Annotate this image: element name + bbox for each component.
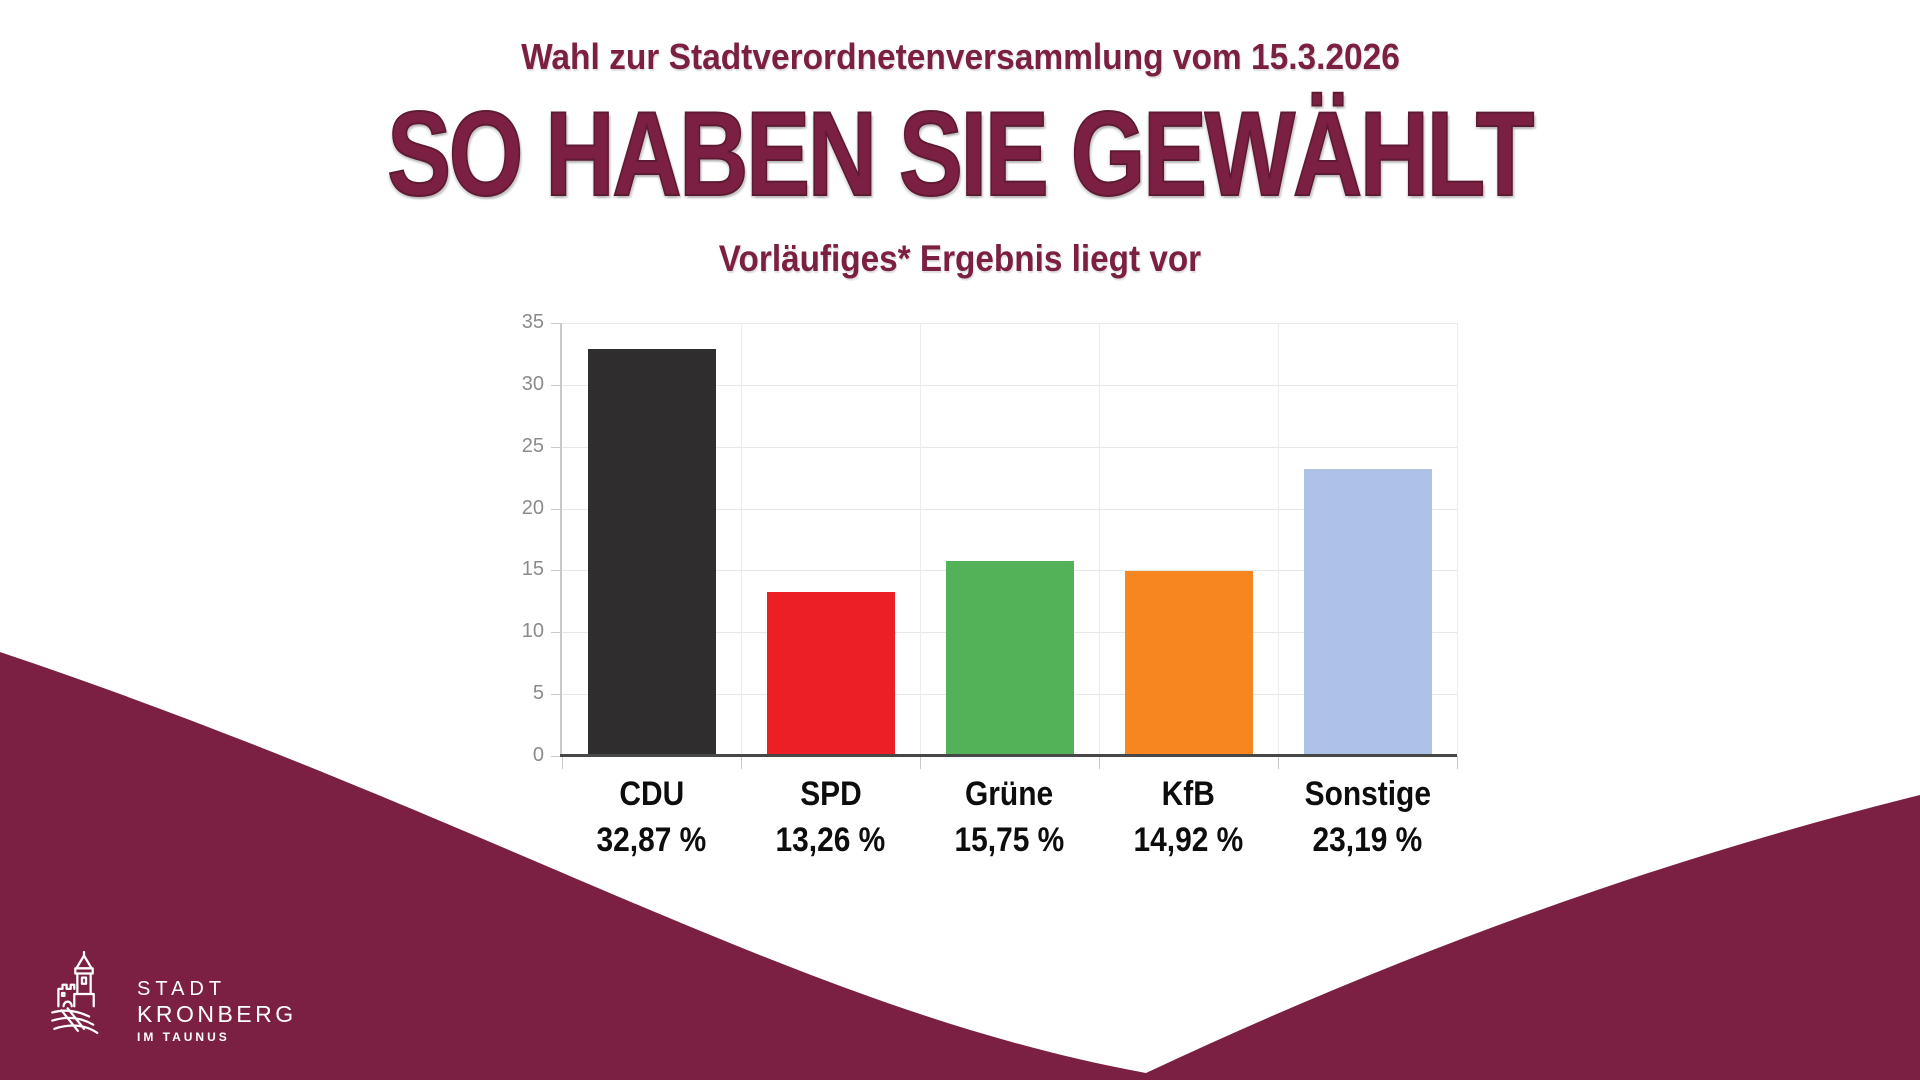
bar-CDU — [587, 349, 716, 756]
x-tick-3 — [1099, 756, 1100, 769]
gridline-x-4 — [1278, 323, 1279, 756]
kronberg-castle-icon — [51, 950, 99, 1035]
y-tick-label-15: 15 — [521, 558, 544, 581]
y-tick-label-5: 5 — [532, 682, 544, 705]
page-title: SO HABEN SIE GEWÄHLT — [0, 87, 1920, 221]
gridline-y-20 — [562, 508, 1457, 510]
value-label-KfB: 14,92 % — [1133, 821, 1244, 859]
bar-Sonstige — [1303, 469, 1432, 756]
gridline-x-3 — [1099, 323, 1100, 756]
gridline-y-25 — [562, 446, 1457, 448]
logo-line-stadt: STADT — [137, 978, 227, 1000]
bar-SPD — [766, 591, 895, 756]
y-tick-20 — [551, 508, 560, 510]
y-tick-0 — [551, 756, 560, 757]
y-tick-label-35: 35 — [521, 311, 544, 334]
y-tick-15 — [551, 570, 560, 572]
bar-KfB — [1124, 571, 1253, 756]
gridline-y-30 — [562, 384, 1457, 386]
category-label-SPD: SPD — [799, 775, 862, 813]
category-label-Sonstige: Sonstige — [1304, 775, 1431, 813]
x-tick-0 — [562, 756, 563, 769]
gridline-x-5 — [1457, 323, 1458, 756]
value-label-Sonstige: 23,19 % — [1312, 821, 1423, 859]
y-tick-5 — [551, 694, 560, 696]
stadt-kronberg-logo: STADT KRONBERG IM TAUNUS — [45, 950, 297, 1044]
subtitle-text: Vorläufiges* Ergebnis liegt vor — [718, 238, 1202, 279]
x-tick-4 — [1278, 756, 1279, 769]
gridline-x-1 — [741, 323, 742, 756]
category-label-CDU: CDU — [619, 775, 684, 813]
y-tick-10 — [551, 632, 560, 634]
category-label-KfB: KfB — [1161, 775, 1216, 813]
logo-line-im-taunus: IM TAUNUS — [137, 1030, 230, 1045]
x-tick-5 — [1457, 756, 1458, 769]
category-label-Grüne: Grüne — [965, 775, 1054, 813]
bar-chart: 0 5 10 15 20 25 30 35 CDU 32,87 % SPD 13,26 % Grüne 1… — [522, 311, 1458, 859]
page-title-text: SO HABEN SIE GEWÄHLT — [387, 87, 1536, 221]
y-tick-label-25: 25 — [521, 434, 544, 457]
logo-line-kronberg: KRONBERG — [137, 1001, 297, 1027]
y-tick-label-20: 20 — [521, 496, 544, 519]
y-tick-label-30: 30 — [521, 372, 544, 395]
gridline-y-35 — [562, 323, 1457, 324]
subtitle: Vorläufiges* Ergebnis liegt vor — [0, 238, 1920, 280]
y-tick-label-10: 10 — [521, 620, 544, 643]
election-label: Wahl zur Stadtverordnetenversammlung vom… — [0, 36, 1920, 78]
y-tick-25 — [551, 446, 560, 448]
value-label-Grüne: 15,75 % — [954, 821, 1065, 859]
logo-text: STADT KRONBERG IM TAUNUS — [137, 950, 297, 1044]
election-label-text: Wahl zur Stadtverordnetenversammlung vom… — [520, 36, 1400, 77]
y-tick-35 — [551, 323, 560, 324]
x-axis-baseline — [560, 754, 1457, 757]
y-tick-30 — [551, 384, 560, 386]
x-tick-1 — [741, 756, 742, 769]
value-label-CDU: 32,87 % — [596, 821, 707, 859]
x-tick-2 — [920, 756, 921, 769]
value-label-SPD: 13,26 % — [775, 821, 886, 859]
gridline-x-2 — [920, 323, 921, 756]
y-tick-label-0: 0 — [532, 744, 544, 767]
bar-Grüne — [945, 561, 1074, 756]
